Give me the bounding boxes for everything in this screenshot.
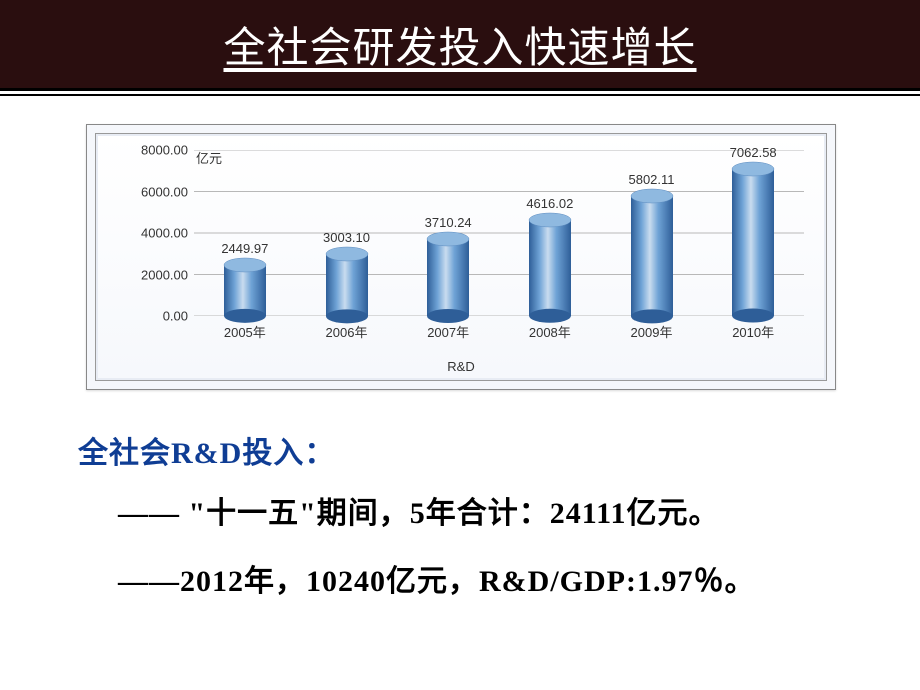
chart-x-category: 2007年 — [427, 322, 469, 341]
chart-bar — [730, 160, 776, 325]
chart-value-label: 3710.24 — [425, 215, 472, 230]
divider-thin — [0, 94, 920, 96]
chart-bar — [629, 187, 675, 325]
chart-plot-area: 亿元 0.002000.004000.006000.008000.002449.… — [95, 133, 827, 381]
chart-bar — [527, 211, 573, 325]
chart-value-label: 3003.10 — [323, 230, 370, 245]
chart-ytick: 0.00 — [163, 309, 188, 324]
subheading: 全社会R&D投入： — [78, 428, 860, 472]
chart-x-category: 2005年 — [224, 322, 266, 341]
chart-ytick: 2000.00 — [141, 267, 188, 282]
chart-value-label: 7062.58 — [730, 145, 777, 160]
body-text: 全社会R&D投入： —— "十一五"期间，5年合计：24111亿元。 ——201… — [78, 428, 860, 626]
chart-bar — [324, 245, 370, 325]
slide: 全社会研发投入快速增长 亿元 0.002000.004000.006000.00… — [0, 0, 920, 690]
chart-value-label: 2449.97 — [221, 241, 268, 256]
chart-container: 亿元 0.002000.004000.006000.008000.002449.… — [86, 124, 836, 390]
bullet-2: ——2012年，10240亿元，R&D/GDP:1.97％。 — [78, 558, 860, 606]
chart-ytick: 4000.00 — [141, 226, 188, 241]
chart-bar — [425, 230, 471, 325]
chart-bar — [222, 256, 268, 325]
chart-x-category: 2006年 — [326, 322, 368, 341]
page-title: 全社会研发投入快速增长 — [223, 14, 696, 75]
bullet-1: —— "十一五"期间，5年合计：24111亿元。 — [78, 490, 860, 538]
divider-thick — [0, 88, 920, 91]
chart-value-label: 5802.11 — [628, 172, 674, 187]
title-band: 全社会研发投入快速增长 — [0, 0, 920, 88]
chart-x-category: 2009年 — [631, 322, 673, 341]
chart-plot: 0.002000.004000.006000.008000.002449.972… — [194, 150, 804, 316]
chart-value-label: 4616.02 — [526, 196, 573, 211]
chart-x-category: 2010年 — [732, 322, 774, 341]
chart-ytick: 6000.00 — [141, 184, 188, 199]
chart-x-axis-title: R&D — [96, 359, 826, 374]
chart-x-category: 2008年 — [529, 322, 571, 341]
chart-ytick: 8000.00 — [141, 143, 188, 158]
